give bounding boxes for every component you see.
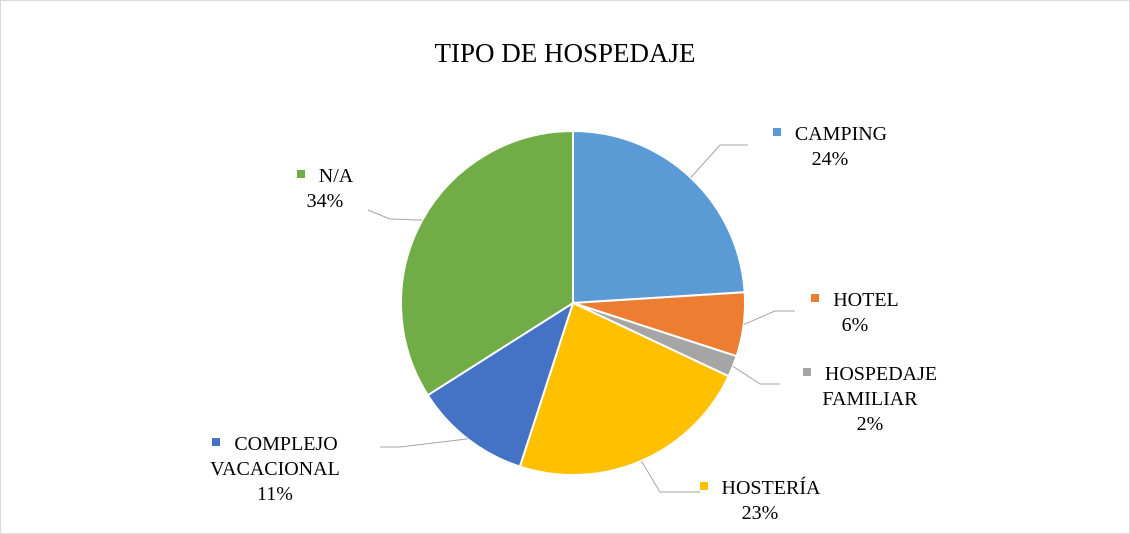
- pie-slice: [426, 300, 575, 468]
- legend-marker: [772, 128, 781, 136]
- legend-marker: [802, 368, 811, 376]
- label-name-row: HOSTERÍA: [665, 476, 855, 501]
- category-label: HOSTERÍA: [721, 477, 821, 499]
- data-label: HOTEL 6%: [785, 288, 925, 338]
- legend-marker: [296, 170, 305, 178]
- label-name-row: CAMPING: [740, 122, 920, 147]
- pie-slice: [572, 129, 746, 305]
- data-label: COMPLEJO VACACIONAL 11%: [165, 432, 385, 507]
- value-label: 2%: [856, 413, 884, 435]
- legend-marker: [811, 294, 820, 302]
- category-label: HOSPEDAJE FAMILIAR: [822, 363, 938, 410]
- chart-title: TIPO DE HOSPEDAJE: [434, 38, 696, 68]
- label-name-row: HOSPEDAJE FAMILIAR: [775, 362, 965, 412]
- value-label: 23%: [741, 502, 779, 524]
- label-name-row: COMPLEJO VACACIONAL: [165, 432, 385, 482]
- category-label: CAMPING: [794, 123, 888, 145]
- data-label: HOSPEDAJE FAMILIAR 2%: [775, 362, 965, 437]
- leader-line: [367, 209, 423, 221]
- leader-line: [640, 460, 700, 493]
- leader-line: [690, 144, 748, 178]
- value-label: 34%: [306, 190, 344, 212]
- category-label: COMPLEJO VACACIONAL: [210, 433, 340, 480]
- label-name-row: HOTEL: [785, 288, 925, 313]
- data-label: CAMPING 24%: [740, 122, 920, 172]
- legend-marker: [212, 438, 221, 446]
- leader-line: [732, 365, 780, 385]
- category-label: N/A: [318, 165, 354, 187]
- leader-line: [380, 438, 468, 448]
- data-label: HOSTERÍA 23%: [665, 476, 855, 526]
- label-name-row: N/A: [250, 164, 400, 189]
- pie-slice: [400, 129, 574, 397]
- category-label: HOTEL: [833, 289, 899, 311]
- value-label: 11%: [257, 483, 293, 505]
- leader-line: [743, 310, 795, 326]
- value-label: 6%: [841, 314, 869, 336]
- value-label: 24%: [811, 148, 849, 170]
- legend-marker: [699, 482, 708, 490]
- data-label: N/A 34%: [250, 164, 400, 214]
- pie-slice: [518, 301, 730, 476]
